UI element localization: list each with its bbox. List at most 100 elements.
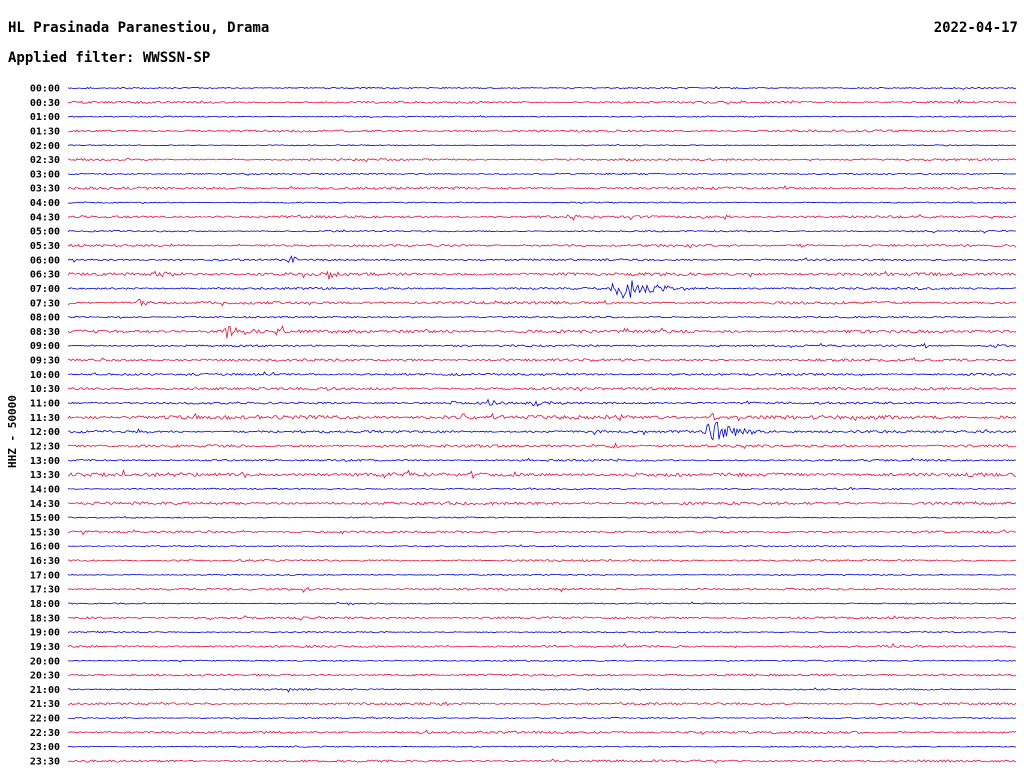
trace-row: 08:00 xyxy=(30,313,1017,324)
time-label: 12:00 xyxy=(30,427,60,438)
seismic-trace xyxy=(67,371,1017,377)
seismic-trace xyxy=(67,201,1017,205)
time-label: 18:30 xyxy=(30,613,60,624)
time-label: 03:00 xyxy=(30,169,60,180)
time-label: 19:30 xyxy=(30,642,60,653)
trace-row: 15:30 xyxy=(30,527,1017,538)
trace-row: 05:30 xyxy=(30,241,1017,252)
trace-row: 03:00 xyxy=(30,169,1017,180)
seismic-trace xyxy=(67,255,1017,264)
time-label: 05:30 xyxy=(30,241,60,252)
time-label: 06:30 xyxy=(30,270,60,281)
time-label: 18:00 xyxy=(30,599,60,610)
trace-row: 00:00 xyxy=(30,84,1017,95)
trace-row: 09:00 xyxy=(30,341,1017,352)
trace-row: 12:00 xyxy=(30,421,1017,441)
time-label: 20:00 xyxy=(30,656,60,667)
trace-row: 16:30 xyxy=(30,556,1017,567)
seismic-trace xyxy=(67,213,1017,221)
time-label: 05:00 xyxy=(30,227,60,238)
time-label: 17:30 xyxy=(30,585,60,596)
trace-row: 06:30 xyxy=(30,270,1017,281)
seismic-trace xyxy=(67,86,1017,90)
seismic-trace xyxy=(67,745,1017,748)
seismic-trace xyxy=(67,630,1017,634)
time-label: 13:00 xyxy=(30,456,60,467)
seismic-trace xyxy=(67,642,1017,649)
trace-row: 22:00 xyxy=(30,714,1017,725)
trace-row: 14:00 xyxy=(30,484,1017,495)
trace-row: 02:00 xyxy=(30,141,1017,152)
trace-row: 07:00 xyxy=(30,280,1017,300)
time-label: 03:30 xyxy=(30,184,60,195)
time-label: 01:30 xyxy=(30,127,60,138)
trace-row: 11:00 xyxy=(30,398,1017,410)
seismic-trace xyxy=(67,516,1017,519)
trace-row: 17:30 xyxy=(30,585,1017,596)
trace-row: 14:30 xyxy=(30,499,1017,510)
time-label: 11:30 xyxy=(30,413,60,424)
seismic-trace xyxy=(67,298,1017,307)
seismic-trace xyxy=(67,468,1017,480)
seismic-trace xyxy=(67,500,1017,506)
trace-row: 05:00 xyxy=(30,227,1017,238)
trace-row: 18:00 xyxy=(30,599,1017,610)
seismic-trace xyxy=(67,172,1017,176)
trace-row: 21:00 xyxy=(30,685,1016,696)
seismic-trace xyxy=(67,129,1017,133)
filter-label: Applied filter: WWSSN-SP xyxy=(8,50,211,66)
time-label: 14:00 xyxy=(30,484,60,495)
trace-row: 23:00 xyxy=(30,742,1017,753)
station-title: HL Prasinada Paranestiou, Drama xyxy=(8,20,270,36)
trace-row: 17:00 xyxy=(30,570,1017,581)
trace-row: 03:30 xyxy=(30,184,1017,195)
seismic-trace xyxy=(67,143,1017,147)
time-label: 04:30 xyxy=(30,212,60,223)
trace-row: 07:30 xyxy=(30,298,1017,309)
time-label: 09:30 xyxy=(30,356,60,367)
seismic-trace xyxy=(67,687,1016,693)
time-label: 15:00 xyxy=(30,513,60,524)
time-label: 17:00 xyxy=(30,570,60,581)
seismic-trace xyxy=(67,615,1017,621)
trace-row: 19:00 xyxy=(30,628,1017,639)
seismic-trace xyxy=(67,442,1017,450)
trace-row: 13:00 xyxy=(30,456,1017,467)
seismic-trace xyxy=(67,185,1017,191)
time-label: 07:30 xyxy=(30,298,60,309)
trace-row: 01:30 xyxy=(30,127,1017,138)
time-label: 10:30 xyxy=(30,384,60,395)
seismic-trace xyxy=(67,98,1017,105)
seismic-trace xyxy=(67,229,1017,234)
seismic-trace xyxy=(67,115,1017,119)
seismic-trace xyxy=(67,716,1017,720)
seismic-trace xyxy=(67,315,1017,319)
time-label: 00:30 xyxy=(30,98,60,109)
time-label: 14:30 xyxy=(30,499,60,510)
trace-row: 19:30 xyxy=(30,642,1017,653)
trace-row: 10:30 xyxy=(30,384,1017,395)
trace-row: 02:30 xyxy=(30,155,1017,166)
seismic-trace xyxy=(67,421,1017,441)
trace-row: 18:30 xyxy=(30,613,1017,624)
seismic-trace xyxy=(67,398,1017,407)
seismic-trace xyxy=(67,758,1017,764)
time-label: 10:00 xyxy=(30,370,60,381)
seismic-trace xyxy=(67,701,1017,706)
time-label: 07:00 xyxy=(30,284,60,295)
trace-row: 04:00 xyxy=(30,198,1017,209)
seismic-trace xyxy=(67,158,1017,163)
trace-row: 16:00 xyxy=(30,542,1017,553)
trace-row: 09:30 xyxy=(30,356,1017,367)
time-label: 20:30 xyxy=(30,671,60,682)
trace-row: 20:30 xyxy=(30,671,1017,682)
seismic-trace xyxy=(67,356,1017,363)
trace-row: 08:30 xyxy=(30,325,1017,339)
trace-row: 13:30 xyxy=(30,468,1017,481)
seismic-trace xyxy=(67,280,1017,300)
seismic-trace xyxy=(67,601,1017,606)
time-label: 08:30 xyxy=(30,327,60,338)
time-label: 16:30 xyxy=(30,556,60,567)
time-label: 21:00 xyxy=(30,685,60,696)
